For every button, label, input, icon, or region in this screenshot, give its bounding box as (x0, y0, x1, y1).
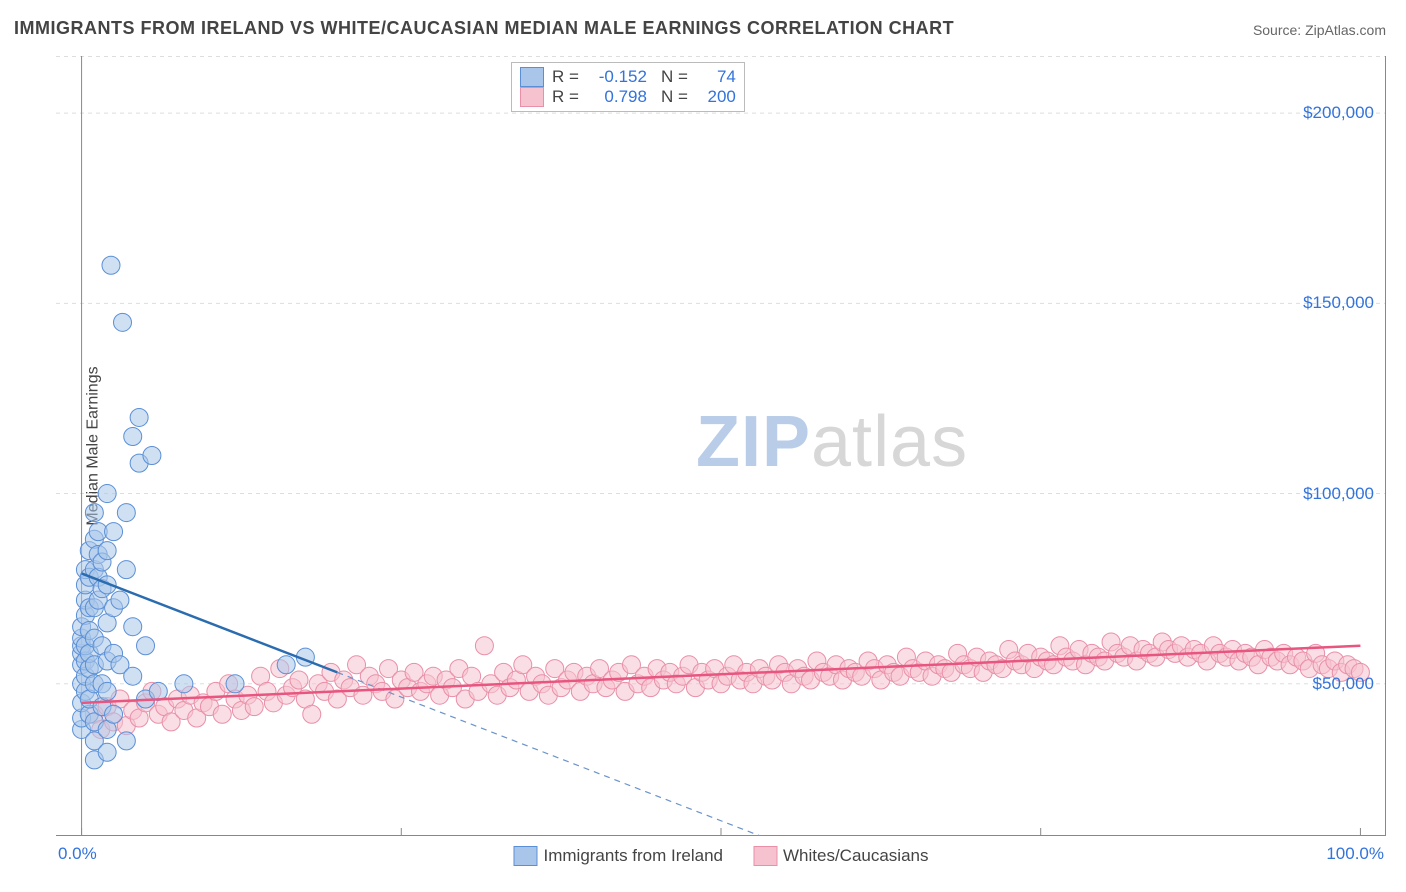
stats-n-label: N = (661, 87, 688, 107)
stats-swatch (520, 87, 544, 107)
correlation-stats-box: R = -0.152 N = 74 R = 0.798 N = 200 (511, 62, 745, 112)
legend-label: Whites/Caucasians (783, 846, 929, 866)
legend-item: Immigrants from Ireland (513, 846, 723, 866)
chart-svg (56, 56, 1386, 836)
legend: Immigrants from Ireland Whites/Caucasians (513, 846, 928, 866)
x-tick-left: 0.0% (58, 844, 97, 864)
legend-swatch (513, 846, 537, 866)
stats-swatch (520, 67, 544, 87)
source-attribution: Source: ZipAtlas.com (1253, 22, 1386, 38)
legend-label: Immigrants from Ireland (543, 846, 723, 866)
y-tick-label: $50,000 (1313, 674, 1374, 694)
stats-n-label: N = (661, 67, 688, 87)
legend-swatch (753, 846, 777, 866)
chart-title: IMMIGRANTS FROM IRELAND VS WHITE/CAUCASI… (14, 18, 954, 39)
stats-row: R = -0.152 N = 74 (520, 67, 736, 87)
stats-n-value: 200 (696, 87, 736, 107)
source-label: Source: (1253, 22, 1305, 38)
y-tick-label: $200,000 (1303, 103, 1374, 123)
stats-r-label: R = (552, 87, 579, 107)
y-tick-label: $150,000 (1303, 293, 1374, 313)
stats-row: R = 0.798 N = 200 (520, 87, 736, 107)
stats-r-label: R = (552, 67, 579, 87)
source-value: ZipAtlas.com (1305, 22, 1386, 38)
y-tick-label: $100,000 (1303, 484, 1374, 504)
chart-plot-area: ZIPatlas R = -0.152 N = 74 R = 0.798 N =… (56, 56, 1386, 836)
legend-item: Whites/Caucasians (753, 846, 929, 866)
stats-r-value: -0.152 (587, 67, 647, 87)
x-tick-right: 100.0% (1326, 844, 1384, 864)
stats-r-value: 0.798 (587, 87, 647, 107)
stats-n-value: 74 (696, 67, 736, 87)
